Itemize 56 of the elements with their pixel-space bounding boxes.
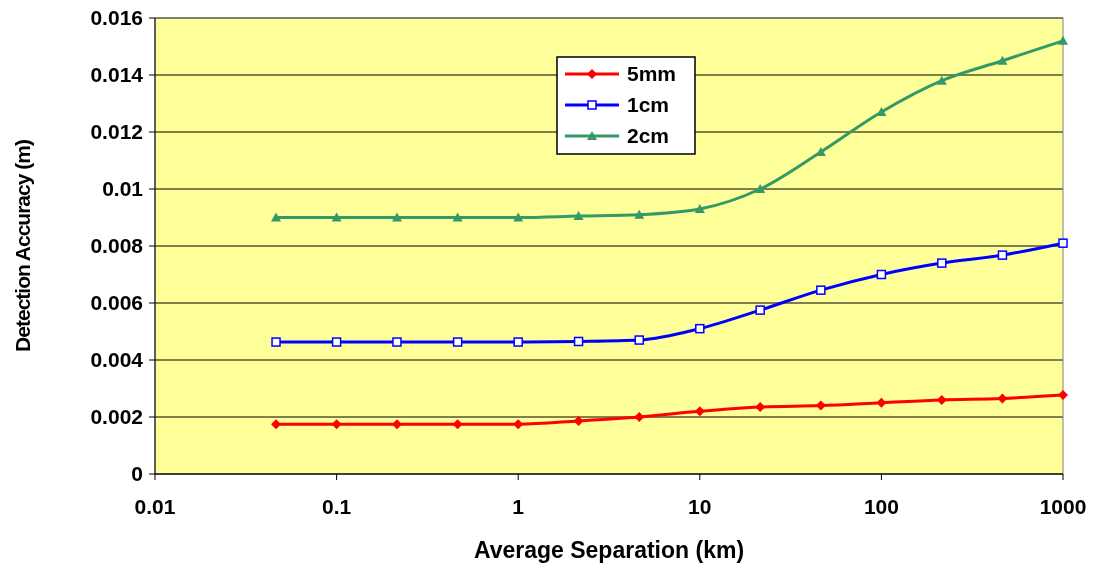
point [513,212,524,222]
point [936,75,947,85]
x-tick-label: 10 [688,495,712,518]
point [513,337,523,347]
point [1058,390,1068,401]
point [694,406,705,417]
legend-label: 1cm [627,93,670,117]
point [755,305,765,315]
point [391,212,402,222]
y-tick-label: 0.004 [90,348,144,372]
legend-label: 5mm [627,62,677,86]
point [997,250,1008,260]
point [452,337,463,347]
y-axis-title: Detection Accuracy (m) [11,140,34,352]
y-tick-label: 0.01 [102,177,144,201]
point [1058,238,1068,248]
point [573,211,584,221]
y-tick-label: 0.006 [90,291,143,315]
point [876,107,887,117]
point [815,400,826,411]
x-tick-label: 0.1 [322,495,352,518]
point [452,212,463,222]
y-tick-label: 0.016 [90,6,143,30]
x-tick-label: 1000 [1039,495,1087,518]
y-tick-label: 0.012 [90,120,143,144]
point [271,337,281,347]
x-axis-title: Average Separation (km) [473,537,745,563]
x-tick-label: 0.01 [134,495,176,518]
point [452,419,463,430]
point [937,258,947,268]
point [331,337,342,347]
point [573,336,584,347]
point [392,337,402,347]
x-tick-label: 100 [863,495,899,518]
point [876,269,887,280]
y-tick-label: 0 [131,462,143,486]
point [997,55,1008,65]
point [331,212,342,222]
y-tick-label: 0.002 [90,405,143,429]
point [997,393,1008,404]
y-tick-label: 0.008 [90,234,144,258]
point [634,209,645,219]
point [634,412,645,422]
y-tick-label: 0.014 [90,63,144,87]
point [816,285,826,295]
point [331,419,342,430]
point [755,184,766,193]
point [694,203,705,213]
point [1058,35,1068,45]
legend-label: 2cm [627,124,670,148]
point [513,419,524,430]
x-tick-label: 1 [512,495,525,518]
point [695,323,705,334]
point [573,415,584,426]
point [634,335,644,345]
point [271,212,282,222]
